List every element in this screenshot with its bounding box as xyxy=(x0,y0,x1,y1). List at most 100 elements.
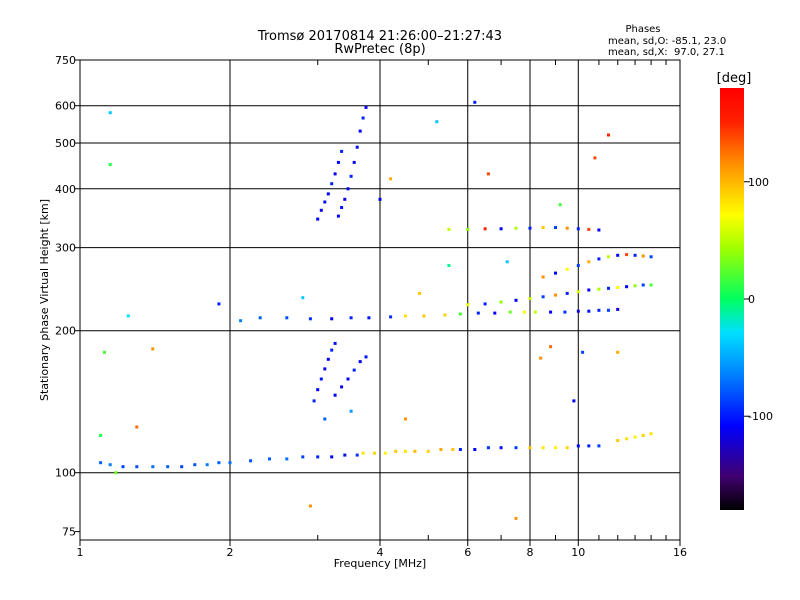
echo-point xyxy=(326,192,330,196)
echo-point xyxy=(616,286,620,289)
echo-point xyxy=(126,314,130,318)
echo-point xyxy=(404,449,407,453)
echo-point xyxy=(607,133,610,137)
echo-point xyxy=(151,347,155,351)
echo-point xyxy=(616,253,620,257)
echo-point xyxy=(633,253,637,257)
echo-point xyxy=(597,444,601,448)
colorbar-tick-label: 100 xyxy=(748,176,769,189)
y-tick-label: 750 xyxy=(55,54,76,67)
echo-point xyxy=(319,208,323,212)
echo-point xyxy=(99,433,103,437)
echo-point xyxy=(180,465,184,469)
echo-point xyxy=(565,267,569,271)
y-tick-label: 600 xyxy=(55,100,76,113)
echo-point xyxy=(422,314,426,318)
echo-point xyxy=(528,297,532,301)
echo-point xyxy=(439,448,443,451)
x-axis-label: Frequency [MHz] xyxy=(334,557,426,570)
echo-point xyxy=(301,296,305,300)
echo-point xyxy=(355,453,359,457)
echo-point xyxy=(323,367,327,371)
echo-point xyxy=(528,446,532,450)
echo-point xyxy=(361,451,365,455)
echo-point xyxy=(528,226,532,230)
echo-point xyxy=(340,206,344,209)
echo-point xyxy=(649,283,653,287)
echo-point xyxy=(508,310,512,314)
echo-point xyxy=(483,302,487,306)
echo-point xyxy=(616,350,620,354)
echo-point xyxy=(326,357,330,361)
echo-point xyxy=(565,446,569,450)
echo-point xyxy=(367,316,371,320)
echo-point xyxy=(451,448,455,451)
echo-point xyxy=(333,172,337,176)
chart-title: Tromsø 20170814 21:26:00–21:27:43 xyxy=(257,29,502,44)
echo-point xyxy=(549,345,553,349)
echo-point xyxy=(268,457,271,461)
echo-point xyxy=(533,310,537,314)
stats-line-o: mean, sd,O: -85.1, 23.0 xyxy=(608,36,726,47)
echo-point xyxy=(358,360,362,364)
echo-point xyxy=(443,313,447,317)
echo-point xyxy=(486,446,490,450)
y-tick-label: 300 xyxy=(55,242,76,255)
x-tick-label: 16 xyxy=(673,546,687,559)
echo-point xyxy=(330,455,334,459)
colorbar-tick-label: -100 xyxy=(748,410,773,423)
echo-point xyxy=(466,227,470,231)
echo-point xyxy=(383,451,387,455)
echo-point xyxy=(373,451,376,455)
data-points xyxy=(99,100,653,520)
colorbar xyxy=(720,88,744,510)
echo-point xyxy=(99,461,103,465)
y-tick-label: 200 xyxy=(55,325,76,338)
grid-lines xyxy=(80,60,680,540)
echo-point xyxy=(108,163,112,167)
echo-point xyxy=(285,316,289,320)
echo-point xyxy=(616,439,620,443)
echo-point xyxy=(346,377,350,381)
echo-point xyxy=(447,227,451,231)
echo-point xyxy=(394,449,398,453)
echo-point xyxy=(633,284,637,288)
echo-point xyxy=(597,308,601,312)
echo-point xyxy=(135,465,139,469)
echo-point xyxy=(558,203,562,207)
echo-point xyxy=(514,226,518,230)
echo-point xyxy=(343,197,347,201)
echo-point xyxy=(108,111,112,115)
echo-point xyxy=(576,227,580,231)
echo-point xyxy=(549,310,553,314)
echo-point xyxy=(151,465,155,469)
echo-point xyxy=(346,187,350,191)
stats-line-x: mean, sd,X: 97.0, 27.1 xyxy=(608,47,725,58)
echo-point xyxy=(435,120,439,124)
stats-heading: Phases xyxy=(625,24,660,35)
echo-point xyxy=(625,437,629,441)
x-tick-label: 8 xyxy=(527,546,534,559)
y-tick-label: 75 xyxy=(62,526,76,539)
echo-point xyxy=(641,433,645,437)
echo-point xyxy=(625,285,629,289)
echo-point xyxy=(249,459,253,463)
echo-point xyxy=(649,255,653,259)
echo-point xyxy=(565,226,569,230)
x-tick-label: 10 xyxy=(571,546,585,559)
echo-point xyxy=(228,461,232,465)
y-tick-label: 500 xyxy=(55,137,76,150)
echo-point xyxy=(352,368,356,372)
echo-point xyxy=(514,516,518,520)
echo-point xyxy=(641,283,645,287)
echo-point xyxy=(135,425,139,429)
echo-point xyxy=(355,145,359,149)
echo-point xyxy=(581,350,585,354)
colorbar-tick-label: 0 xyxy=(748,293,755,306)
echo-point xyxy=(258,316,262,320)
x-tick-label: 2 xyxy=(227,546,234,559)
echo-point xyxy=(361,116,365,120)
echo-point xyxy=(364,105,368,109)
echo-point xyxy=(587,260,591,264)
echo-point xyxy=(649,432,653,436)
